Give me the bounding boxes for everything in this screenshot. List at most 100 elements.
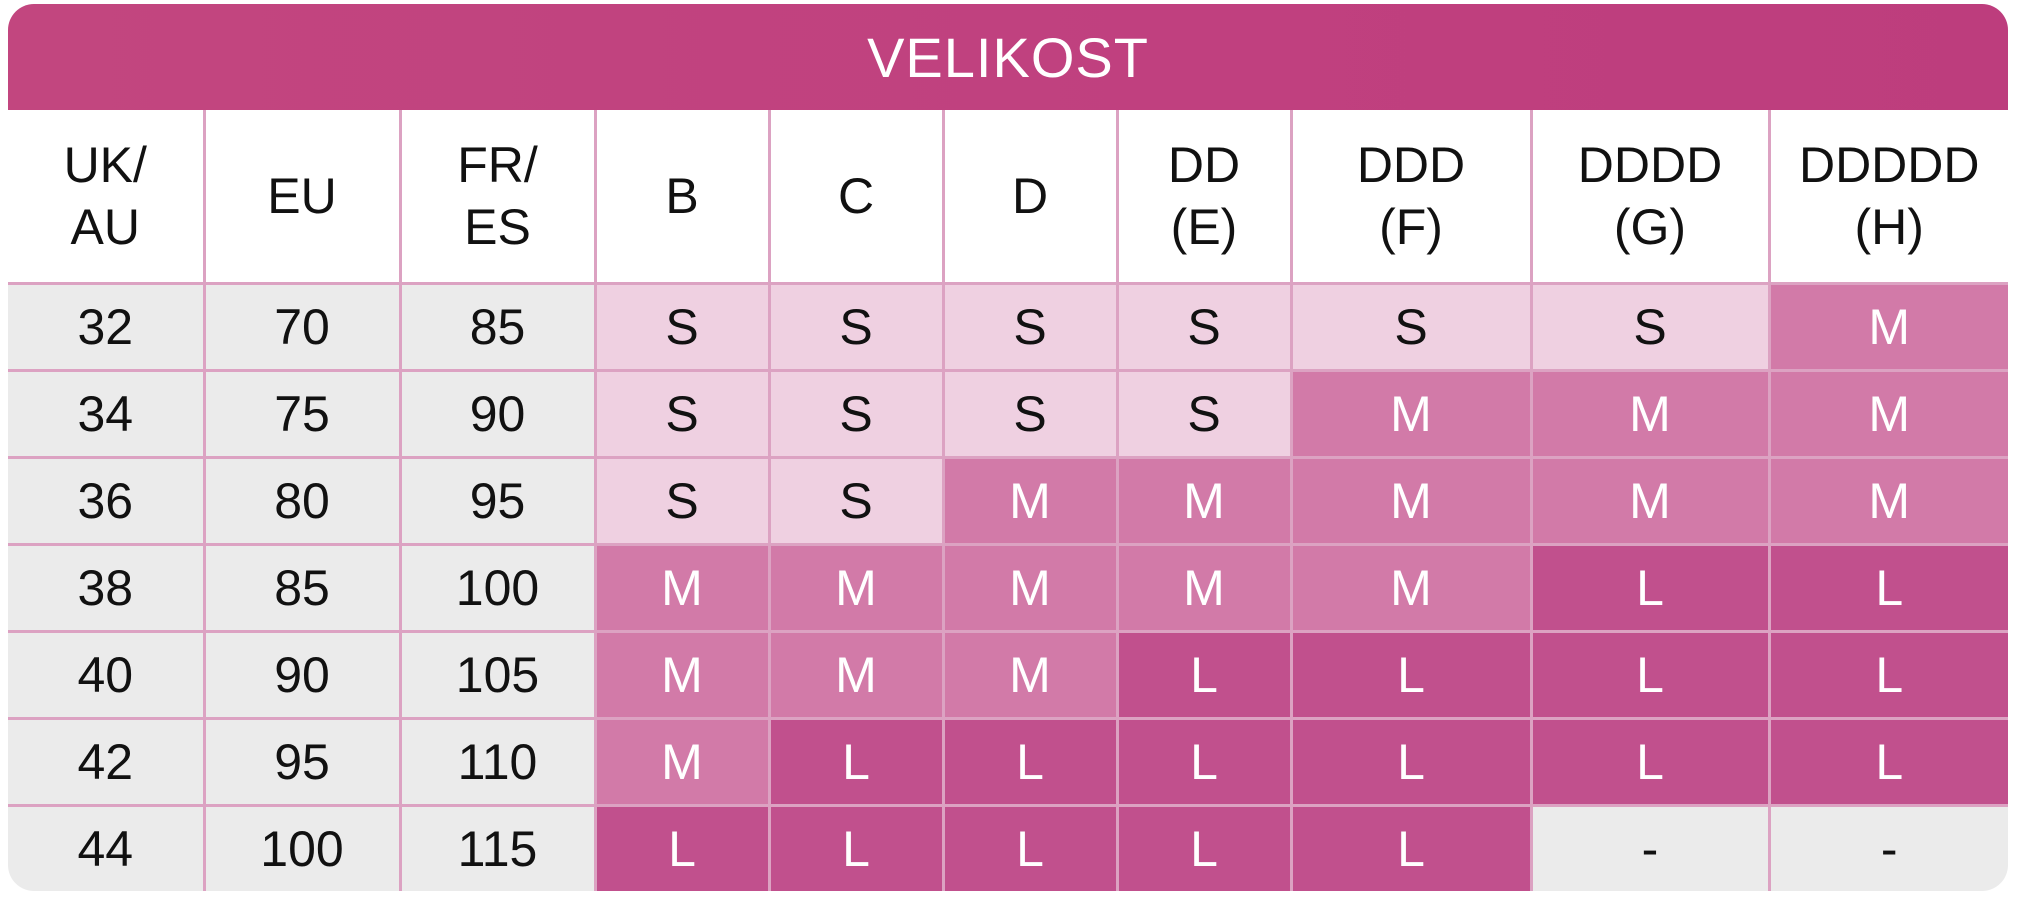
header-cup-dddd-g: DDDD (G) bbox=[1529, 110, 1771, 285]
size-cell: M bbox=[1115, 456, 1293, 546]
uk-au-cell: 40 bbox=[8, 630, 206, 720]
size-cell: S bbox=[767, 282, 945, 372]
table-row: 42 95 110 M L L L L L L bbox=[8, 717, 2008, 807]
size-cell: - bbox=[1767, 804, 2008, 891]
size-cell: M bbox=[593, 717, 771, 807]
size-cell: M bbox=[941, 543, 1119, 633]
size-cell: S bbox=[941, 369, 1119, 459]
size-cell: M bbox=[1115, 543, 1293, 633]
size-cell: L bbox=[1767, 630, 2008, 720]
header-eu: EU bbox=[202, 110, 402, 285]
header-cup-ddddd-h: DDDDD (H) bbox=[1767, 110, 2008, 285]
size-cell: M bbox=[767, 630, 945, 720]
size-cell: S bbox=[593, 282, 771, 372]
size-cell: L bbox=[1115, 630, 1293, 720]
size-cell: M bbox=[1289, 369, 1533, 459]
size-cell: M bbox=[593, 543, 771, 633]
size-cell: S bbox=[767, 369, 945, 459]
header-label: DDDDD bbox=[1798, 137, 1980, 193]
header-label: (H) bbox=[1854, 199, 1924, 255]
size-cell: L bbox=[941, 804, 1119, 891]
size-cell: M bbox=[1289, 456, 1533, 546]
header-label: EU bbox=[267, 168, 337, 224]
size-cell: M bbox=[1529, 456, 1771, 546]
uk-au-cell: 38 bbox=[8, 543, 206, 633]
eu-cell: 85 bbox=[202, 543, 402, 633]
size-cell: M bbox=[1289, 543, 1533, 633]
fr-es-cell: 85 bbox=[398, 282, 597, 372]
size-cell: S bbox=[1529, 282, 1771, 372]
eu-cell: 70 bbox=[202, 282, 402, 372]
size-cell: L bbox=[1767, 717, 2008, 807]
table-row: 36 80 95 S S M M M M M bbox=[8, 456, 2008, 546]
uk-au-cell: 32 bbox=[8, 282, 206, 372]
header-label: DD bbox=[1167, 137, 1241, 193]
size-cell: L bbox=[1529, 630, 1771, 720]
size-cell: L bbox=[941, 717, 1119, 807]
header-fr-es: FR/ES bbox=[398, 110, 597, 285]
fr-es-cell: 115 bbox=[398, 804, 597, 891]
size-cell: S bbox=[593, 456, 771, 546]
table-row: 44 100 115 L L L L L - - bbox=[8, 804, 2008, 891]
size-cell: L bbox=[767, 717, 945, 807]
eu-cell: 75 bbox=[202, 369, 402, 459]
uk-au-cell: 34 bbox=[8, 369, 206, 459]
header-label: FR/ bbox=[457, 137, 538, 193]
size-cell: M bbox=[941, 630, 1119, 720]
eu-cell: 95 bbox=[202, 717, 402, 807]
size-cell: S bbox=[1115, 282, 1293, 372]
header-cup-b: B bbox=[593, 110, 771, 285]
uk-au-cell: 44 bbox=[8, 804, 206, 891]
header-uk-au: UK/AU bbox=[8, 110, 206, 285]
size-cell: M bbox=[941, 456, 1119, 546]
size-cell: M bbox=[1529, 369, 1771, 459]
header-label: D bbox=[1011, 168, 1049, 224]
size-cell: M bbox=[1767, 282, 2008, 372]
size-cell: M bbox=[1767, 369, 2008, 459]
table-body: 32 70 85 S S S S S S M 34 75 90 S S S S M M M 36 80 95 S S M M M M M 3… bbox=[8, 282, 2008, 891]
fr-es-cell: 105 bbox=[398, 630, 597, 720]
header-label: UK/ bbox=[63, 137, 147, 193]
header-label: (E) bbox=[1170, 199, 1238, 255]
header-label: (F) bbox=[1379, 199, 1443, 255]
size-cell: L bbox=[593, 804, 771, 891]
header-label: AU bbox=[70, 199, 140, 255]
size-cell: S bbox=[1289, 282, 1533, 372]
size-cell: S bbox=[767, 456, 945, 546]
table-row: 34 75 90 S S S S M M M bbox=[8, 369, 2008, 459]
table-row: 32 70 85 S S S S S S M bbox=[8, 282, 2008, 372]
uk-au-cell: 42 bbox=[8, 717, 206, 807]
size-cell: M bbox=[767, 543, 945, 633]
eu-cell: 90 bbox=[202, 630, 402, 720]
size-cell: S bbox=[593, 369, 771, 459]
table-row: 38 85 100 M M M M M L L bbox=[8, 543, 2008, 633]
header-label: (G) bbox=[1613, 199, 1687, 255]
size-table: UK/AU EU FR/ES B C D DD (E) DDD (F) DDDD (G) DDDDD (H… bbox=[8, 110, 2008, 891]
eu-cell: 100 bbox=[202, 804, 402, 891]
size-cell: L bbox=[1529, 717, 1771, 807]
size-cell: L bbox=[1115, 717, 1293, 807]
header-cup-dd-e: DD (E) bbox=[1115, 110, 1293, 285]
header-row: UK/AU EU FR/ES B C D DD (E) DDD (F) DDDD (G) DDDDD (H… bbox=[8, 110, 2008, 285]
fr-es-cell: 90 bbox=[398, 369, 597, 459]
size-chart: VELIKOST UK/AU EU FR/ES B C D DD (E) DDD (F) DDDD(… bbox=[8, 4, 2008, 891]
table-row: 40 90 105 M M M L L L L bbox=[8, 630, 2008, 720]
fr-es-cell: 110 bbox=[398, 717, 597, 807]
uk-au-cell: 36 bbox=[8, 456, 206, 546]
fr-es-cell: 100 bbox=[398, 543, 597, 633]
size-cell: L bbox=[1289, 804, 1533, 891]
size-cell: L bbox=[1767, 543, 2008, 633]
chart-title: VELIKOST bbox=[8, 4, 2008, 110]
size-cell: L bbox=[1529, 543, 1771, 633]
size-cell: M bbox=[1767, 456, 2008, 546]
header-cup-d: D bbox=[941, 110, 1119, 285]
size-cell: L bbox=[1289, 630, 1533, 720]
header-cup-ddd-f: DDD (F) bbox=[1289, 110, 1533, 285]
header-label: DDDD bbox=[1577, 137, 1723, 193]
size-cell: S bbox=[1115, 369, 1293, 459]
eu-cell: 80 bbox=[202, 456, 402, 546]
size-cell: L bbox=[767, 804, 945, 891]
size-cell: M bbox=[593, 630, 771, 720]
header-label: B bbox=[665, 168, 699, 224]
size-cell: - bbox=[1529, 804, 1771, 891]
